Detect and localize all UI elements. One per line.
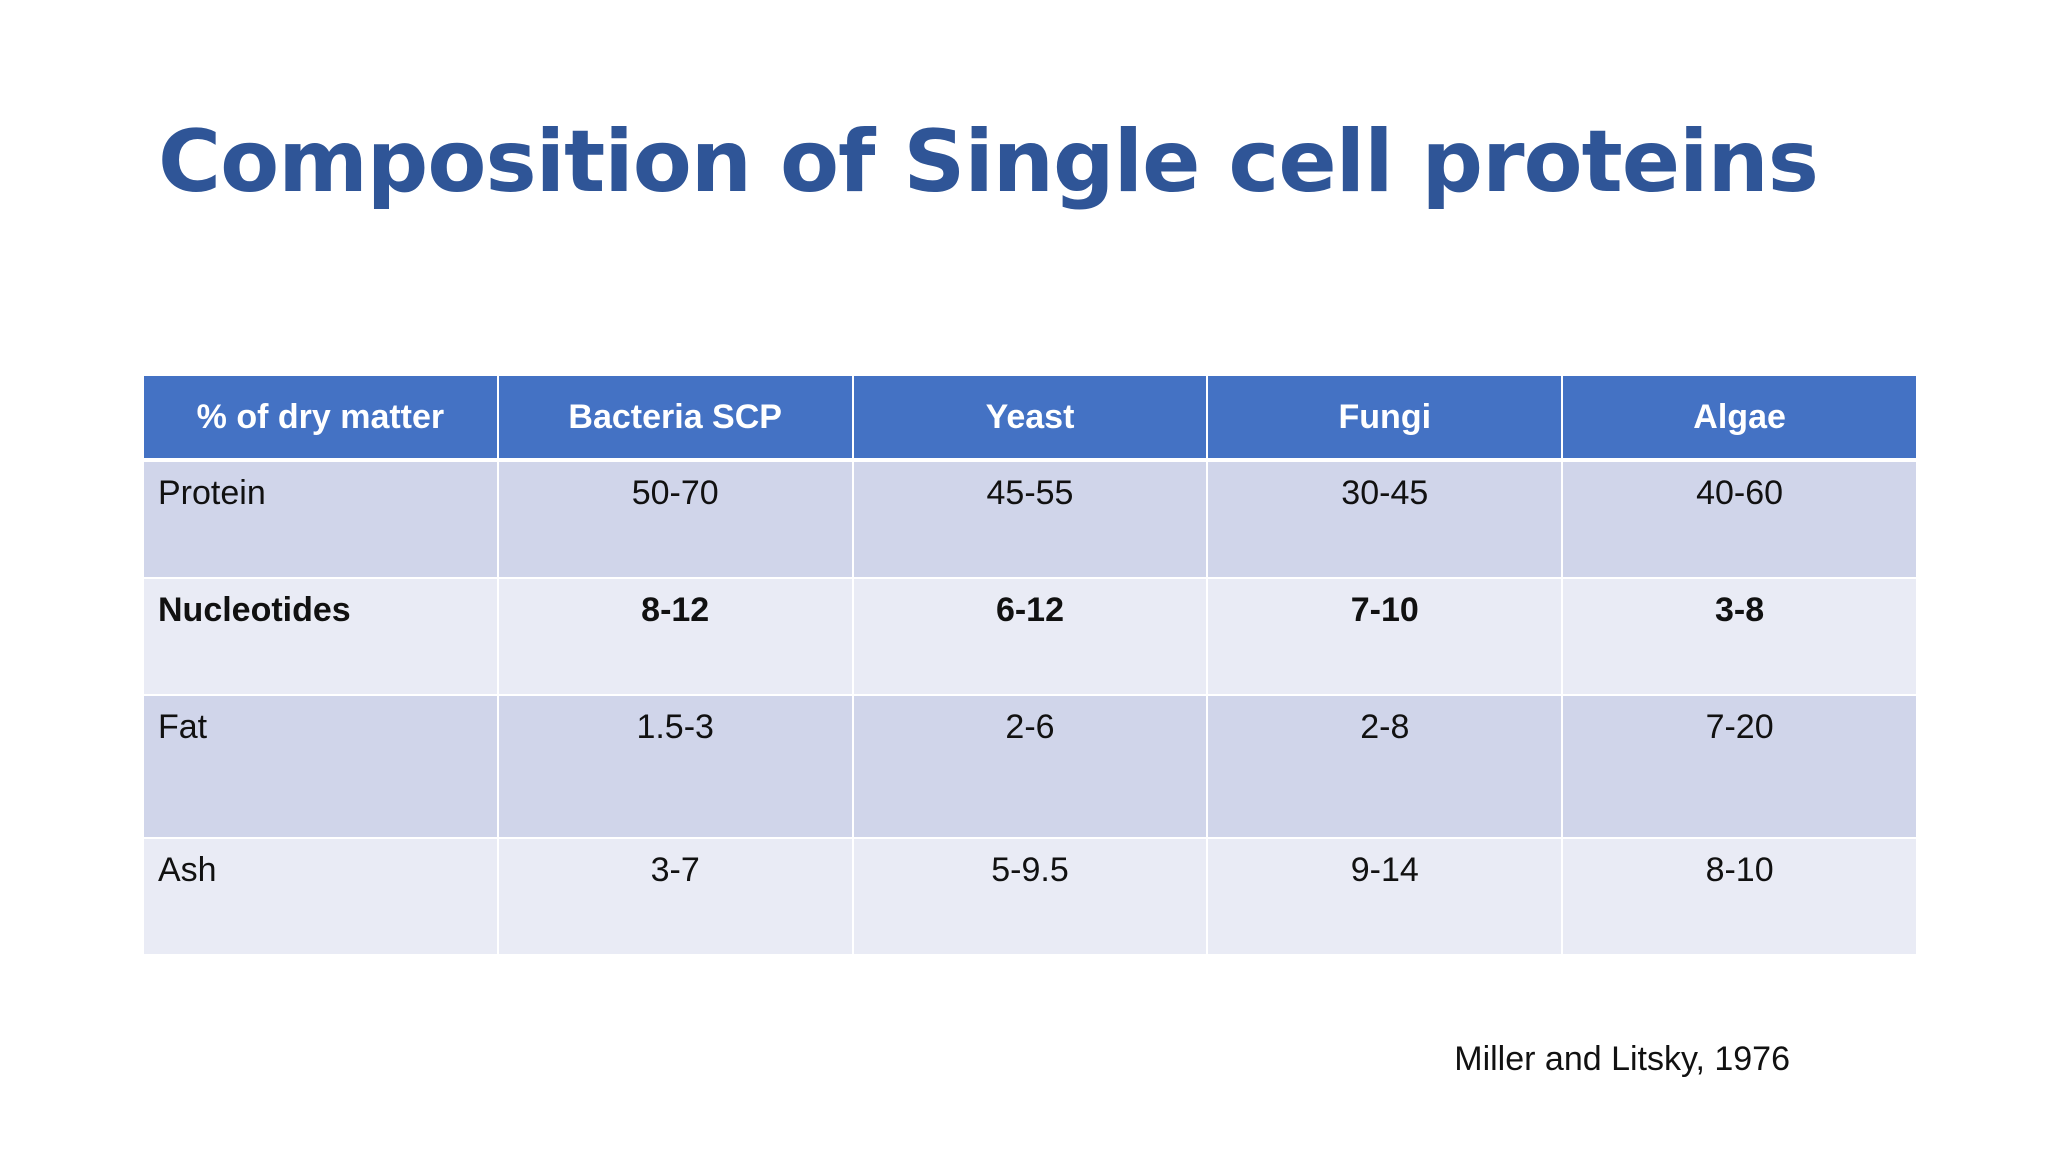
table-row-ash: Ash 3-7 5-9.5 9-14 8-10 (142, 837, 1918, 956)
slide-title: Composition of Single cell proteins (158, 112, 1819, 212)
cell-nucleotides-yeast: 6-12 (851, 577, 1209, 696)
composition-table: % of dry matter Bacteria SCP Yeast Fungi… (142, 374, 1918, 956)
composition-table-container: % of dry matter Bacteria SCP Yeast Fungi… (142, 374, 1918, 956)
header-bacteria-scp: Bacteria SCP (496, 374, 854, 462)
header-yeast: Yeast (851, 374, 1209, 462)
cell-nucleotides-algae: 3-8 (1561, 577, 1918, 696)
row-label-fat: Fat (142, 694, 499, 839)
row-label-nucleotides: Nucleotides (142, 577, 499, 696)
table-header-row: % of dry matter Bacteria SCP Yeast Fungi… (142, 374, 1918, 462)
cell-fat-yeast: 2-6 (851, 694, 1209, 839)
row-label-protein: Protein (142, 459, 499, 579)
cell-protein-fungi: 30-45 (1206, 459, 1564, 579)
cell-protein-yeast: 45-55 (851, 459, 1209, 579)
cell-ash-yeast: 5-9.5 (851, 837, 1209, 956)
header-fungi: Fungi (1206, 374, 1564, 462)
header-dry-matter: % of dry matter (142, 374, 499, 462)
table-row-nucleotides: Nucleotides 8-12 6-12 7-10 3-8 (142, 577, 1918, 696)
cell-ash-bacteria: 3-7 (496, 837, 854, 956)
cell-protein-bacteria: 50-70 (496, 459, 854, 579)
row-label-ash: Ash (142, 837, 499, 956)
cell-fat-fungi: 2-8 (1206, 694, 1564, 839)
table-row-protein: Protein 50-70 45-55 30-45 40-60 (142, 459, 1918, 579)
citation: Miller and Litsky, 1976 (1454, 1040, 1790, 1078)
table-row-fat: Fat 1.5-3 2-6 2-8 7-20 (142, 694, 1918, 839)
header-algae: Algae (1561, 374, 1918, 462)
cell-fat-algae: 7-20 (1561, 694, 1918, 839)
cell-ash-algae: 8-10 (1561, 837, 1918, 956)
cell-ash-fungi: 9-14 (1206, 837, 1564, 956)
cell-protein-algae: 40-60 (1561, 459, 1918, 579)
cell-nucleotides-fungi: 7-10 (1206, 577, 1564, 696)
cell-nucleotides-bacteria: 8-12 (496, 577, 854, 696)
cell-fat-bacteria: 1.5-3 (496, 694, 854, 839)
